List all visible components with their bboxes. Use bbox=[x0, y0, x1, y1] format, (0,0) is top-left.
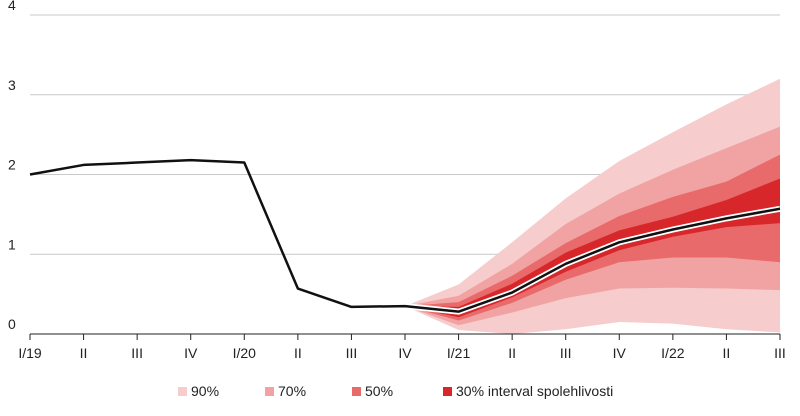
x-tick-label-5: II bbox=[294, 345, 302, 361]
x-tick-label-4: I/20 bbox=[233, 345, 257, 361]
x-tick-label-13: II bbox=[723, 345, 731, 361]
y-tick-label-0: 0 bbox=[8, 316, 16, 332]
central-path bbox=[29, 158, 781, 315]
legend-label-2: 50% bbox=[365, 383, 393, 399]
x-tick-label-9: II bbox=[508, 345, 516, 361]
y-tick-label-1: 1 bbox=[8, 236, 16, 252]
legend-label-1: 70% bbox=[278, 383, 306, 399]
x-tick-label-7: IV bbox=[398, 345, 412, 361]
fan-band-1 bbox=[405, 126, 780, 326]
legend-swatch-3 bbox=[443, 387, 452, 396]
legend-label-0: 90% bbox=[191, 383, 219, 399]
x-tick-label-6: III bbox=[346, 345, 358, 361]
x-tick-label-12: I/22 bbox=[661, 345, 685, 361]
x-tick-label-8: I/21 bbox=[447, 345, 471, 361]
fan-band-3 bbox=[405, 178, 780, 318]
x-tick-label-0: I/19 bbox=[18, 345, 42, 361]
x-axis bbox=[29, 333, 781, 340]
y-tick-label-2: 2 bbox=[8, 157, 16, 173]
legend-swatch-0 bbox=[178, 387, 187, 396]
fan-band-2 bbox=[405, 154, 780, 321]
x-tick-label-14: III bbox=[774, 345, 786, 361]
legend-label-3: 30% interval spolehlivosti bbox=[456, 383, 613, 399]
legend-swatch-2 bbox=[352, 387, 361, 396]
y-tick-label-4: 4 bbox=[8, 0, 16, 13]
legend-swatch-1 bbox=[265, 387, 274, 396]
x-tick-label-1: II bbox=[80, 345, 88, 361]
x-tick-label-2: III bbox=[131, 345, 143, 361]
x-tick-label-10: III bbox=[560, 345, 572, 361]
y-tick-label-3: 3 bbox=[8, 77, 16, 93]
confidence-bands bbox=[405, 78, 780, 334]
legend: 90% 70% 50% 30% interval spolehlivosti bbox=[178, 383, 613, 399]
x-tick-label-3: IV bbox=[184, 345, 198, 361]
gdp-line bbox=[29, 158, 781, 313]
x-tick-label-11: IV bbox=[613, 345, 627, 361]
